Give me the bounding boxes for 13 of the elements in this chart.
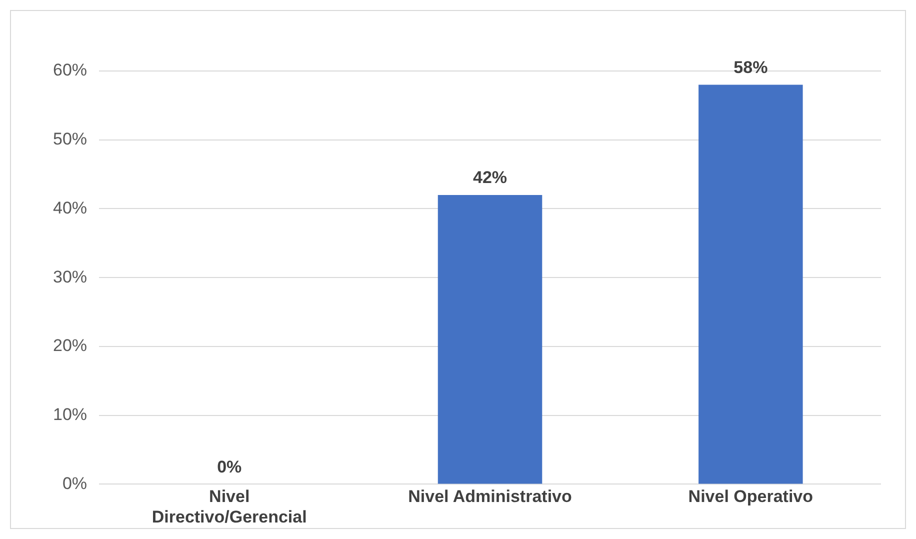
y-tick-label: 20%: [52, 336, 88, 356]
data-label: 0%: [217, 457, 242, 476]
x-tick-label: Nivel Operativo: [688, 487, 814, 506]
y-tick-label: 0%: [62, 474, 88, 493]
data-label: 42%: [472, 168, 508, 188]
y-tick-label: 30%: [52, 267, 88, 286]
y-tick-label: 60%: [52, 60, 88, 80]
y-tick-label: 50%: [52, 130, 88, 149]
y-tick-label: 40%: [52, 198, 88, 218]
y-tick-label: 10%: [52, 405, 88, 424]
data-label: 58%: [734, 58, 768, 77]
x-tick-label: Nivel Directivo/Gerencial: [152, 487, 307, 526]
x-tick-label: Nivel Administrativo: [408, 487, 572, 506]
